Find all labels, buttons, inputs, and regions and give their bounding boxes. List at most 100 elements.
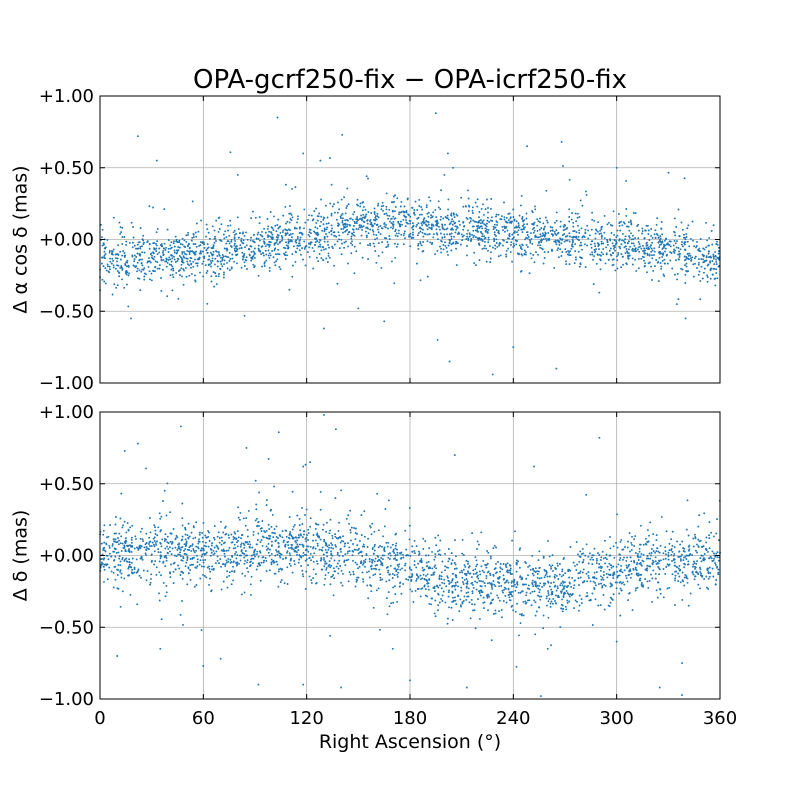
data-point bbox=[303, 247, 306, 250]
data-point bbox=[513, 230, 516, 233]
data-point bbox=[506, 241, 509, 244]
data-point bbox=[339, 547, 342, 550]
data-point bbox=[121, 526, 124, 529]
data-point bbox=[180, 570, 183, 573]
data-point bbox=[188, 253, 191, 255]
data-point bbox=[167, 247, 170, 250]
data-point bbox=[325, 222, 328, 225]
data-point bbox=[284, 545, 287, 548]
data-point bbox=[643, 259, 646, 262]
data-point bbox=[204, 552, 207, 555]
data-point bbox=[630, 232, 632, 235]
data-point bbox=[261, 265, 263, 268]
data-point bbox=[271, 513, 274, 516]
data-point bbox=[205, 536, 208, 539]
data-point bbox=[536, 229, 539, 232]
data-point bbox=[101, 236, 103, 239]
data-point bbox=[252, 240, 255, 243]
data-point bbox=[385, 192, 388, 195]
data-point bbox=[127, 305, 130, 308]
data-point bbox=[209, 577, 212, 580]
data-point bbox=[159, 530, 162, 533]
data-point bbox=[483, 223, 486, 226]
data-point bbox=[123, 256, 126, 258]
data-point bbox=[618, 238, 621, 241]
data-point bbox=[266, 218, 269, 220]
data-point bbox=[309, 241, 312, 244]
data-point bbox=[631, 609, 634, 612]
data-point bbox=[427, 211, 430, 214]
data-point bbox=[220, 223, 223, 226]
data-point bbox=[327, 548, 330, 551]
data-point bbox=[420, 222, 423, 225]
data-point bbox=[443, 578, 446, 581]
data-point bbox=[557, 256, 560, 259]
data-point bbox=[223, 247, 226, 250]
data-point bbox=[408, 506, 411, 509]
data-point bbox=[178, 553, 181, 556]
data-point bbox=[408, 576, 411, 578]
data-point bbox=[634, 589, 637, 592]
data-point bbox=[257, 231, 260, 234]
data-point bbox=[432, 236, 435, 239]
data-point bbox=[605, 558, 608, 561]
data-point bbox=[578, 229, 581, 232]
data-point bbox=[383, 550, 386, 553]
data-point bbox=[154, 242, 157, 245]
data-point bbox=[467, 587, 470, 590]
data-point bbox=[249, 543, 252, 546]
data-point bbox=[238, 554, 241, 557]
data-point bbox=[521, 576, 523, 579]
data-point bbox=[393, 585, 396, 588]
data-point bbox=[466, 235, 469, 238]
data-point bbox=[163, 208, 166, 211]
data-point bbox=[353, 272, 356, 275]
data-point bbox=[604, 584, 607, 587]
data-point bbox=[222, 255, 225, 258]
data-point bbox=[303, 530, 306, 533]
data-point bbox=[202, 561, 205, 564]
data-point bbox=[485, 260, 488, 263]
data-point bbox=[340, 238, 343, 241]
data-point bbox=[210, 253, 213, 256]
data-point bbox=[452, 596, 454, 599]
data-point bbox=[364, 558, 367, 561]
data-point bbox=[154, 266, 157, 268]
data-point bbox=[250, 575, 253, 578]
data-point bbox=[324, 247, 327, 250]
data-point bbox=[543, 225, 546, 228]
data-point bbox=[540, 227, 543, 230]
data-point bbox=[227, 557, 230, 560]
data-point bbox=[700, 560, 703, 563]
data-point bbox=[386, 245, 389, 248]
data-point bbox=[189, 260, 192, 262]
data-point bbox=[556, 239, 559, 242]
data-point bbox=[632, 211, 635, 214]
data-point bbox=[131, 524, 134, 527]
data-point bbox=[517, 224, 520, 227]
data-point bbox=[267, 254, 270, 257]
data-point bbox=[114, 267, 117, 270]
data-point bbox=[535, 610, 538, 613]
data-point bbox=[686, 240, 689, 243]
data-point bbox=[335, 565, 338, 568]
data-point bbox=[278, 253, 281, 256]
data-point bbox=[302, 544, 305, 547]
data-point bbox=[319, 245, 322, 248]
data-point bbox=[609, 601, 612, 604]
data-point bbox=[306, 534, 308, 537]
data-point bbox=[173, 249, 176, 252]
data-point bbox=[615, 240, 618, 243]
data-point bbox=[517, 229, 520, 232]
data-point bbox=[291, 240, 293, 243]
data-point bbox=[125, 283, 128, 286]
data-point bbox=[409, 222, 412, 225]
data-point bbox=[123, 520, 126, 523]
data-point bbox=[268, 266, 271, 269]
data-point bbox=[203, 257, 206, 260]
data-point bbox=[458, 220, 461, 223]
data-point bbox=[618, 245, 621, 248]
data-point bbox=[320, 568, 323, 571]
data-point bbox=[297, 561, 300, 564]
data-point bbox=[271, 227, 274, 230]
